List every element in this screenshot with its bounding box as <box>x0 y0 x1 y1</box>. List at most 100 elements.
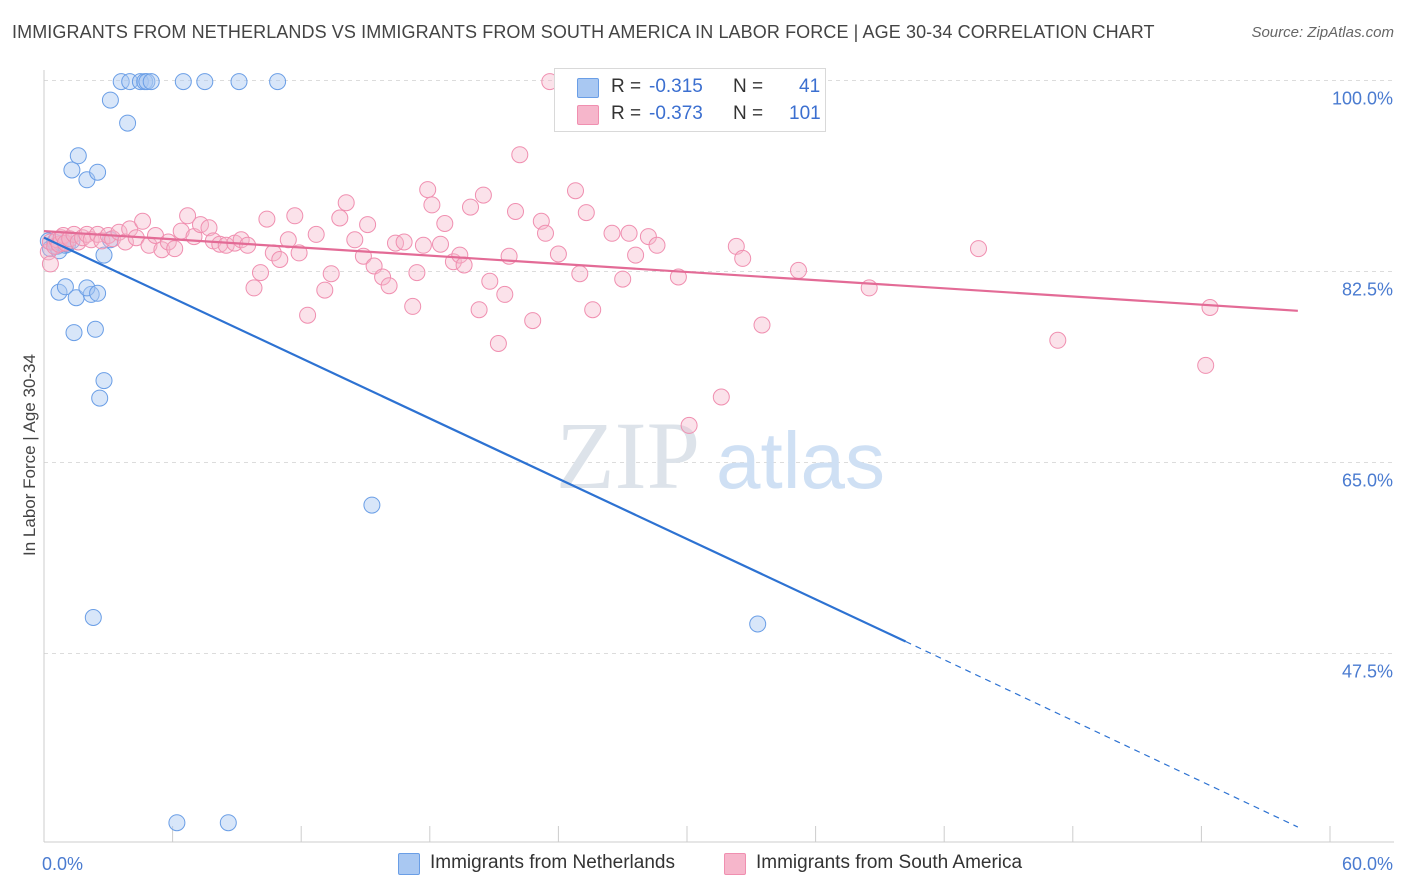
point-south-america <box>316 281 334 299</box>
watermark: ZIP atlas <box>556 402 885 509</box>
legend-r-value: -0.315 <box>649 76 703 97</box>
point-south-america <box>252 264 269 282</box>
point-south-america <box>286 207 304 225</box>
point-south-america <box>290 244 308 262</box>
point-south-america <box>346 231 364 249</box>
point-south-america <box>451 246 469 264</box>
bottom-legend-swatch-south-america <box>724 853 746 875</box>
point-south-america <box>712 388 730 406</box>
x-tick-label: 60.0% <box>1342 854 1393 874</box>
point-south-america <box>1197 356 1215 374</box>
point-south-america <box>669 268 687 286</box>
bottom-legend-label: Immigrants from South America <box>756 852 1023 873</box>
y-tick-label: 100.0% <box>1332 89 1393 109</box>
legend-swatch-netherlands <box>577 78 599 98</box>
point-south-america <box>614 270 632 288</box>
y-tick-label: 47.5% <box>1342 662 1393 682</box>
point-netherlands <box>174 73 192 91</box>
legend-r-value: -0.373 <box>649 103 703 124</box>
point-south-america <box>408 264 426 282</box>
point-south-america <box>470 301 488 319</box>
point-south-america <box>179 207 197 225</box>
point-south-america <box>489 335 507 352</box>
point-south-america <box>436 215 454 232</box>
watermark-atlas: atlas <box>716 416 885 505</box>
point-south-america <box>648 236 666 254</box>
point-south-america <box>496 285 514 303</box>
point-netherlands <box>63 161 81 179</box>
point-south-america <box>1049 331 1067 349</box>
point-south-america <box>380 277 398 295</box>
y-tick-label: 65.0% <box>1342 471 1393 491</box>
point-netherlands <box>168 814 186 832</box>
legend-n-label: N = <box>733 103 764 124</box>
legend-r-label: R = <box>611 76 642 97</box>
bottom-legend-swatch-netherlands <box>398 853 420 875</box>
point-netherlands <box>89 163 107 181</box>
point-south-america <box>462 198 479 216</box>
point-south-america <box>620 224 638 242</box>
source-credit: Source: ZipAtlas.com <box>1251 24 1394 41</box>
point-south-america <box>1201 299 1219 316</box>
point-south-america <box>577 204 595 222</box>
legend-n-value: 101 <box>789 103 821 124</box>
point-netherlands <box>78 279 96 297</box>
point-south-america <box>387 234 404 252</box>
point-south-america <box>359 216 377 234</box>
point-netherlands <box>138 73 156 91</box>
point-south-america <box>419 181 437 199</box>
point-south-america <box>279 231 297 249</box>
point-south-america <box>200 219 218 237</box>
point-south-america <box>507 203 524 220</box>
watermark-zip: ZIP <box>556 402 700 509</box>
point-south-america <box>567 182 584 200</box>
y-tick-label: 82.5% <box>1342 280 1393 300</box>
point-south-america <box>680 416 698 434</box>
x-tick-label: 0.0% <box>42 854 83 874</box>
point-south-america <box>331 209 349 227</box>
point-south-america <box>790 261 807 279</box>
point-netherlands <box>65 324 83 342</box>
bottom-legend-label: Immigrants from Netherlands <box>430 852 675 873</box>
point-south-america <box>211 235 229 253</box>
point-south-america <box>374 268 392 286</box>
legend: R = -0.315 N = 41 R = -0.373 N = 101 <box>554 68 826 132</box>
point-south-america <box>395 233 413 251</box>
point-south-america <box>166 240 184 258</box>
point-netherlands <box>363 496 381 514</box>
y-axis-label: In Labor Force | Age 30-34 <box>20 354 39 556</box>
point-netherlands <box>230 73 248 91</box>
point-south-america <box>753 316 771 334</box>
point-south-america <box>432 235 449 253</box>
point-netherlands <box>56 278 74 296</box>
x-tick-labels: 0.0% 60.0% <box>42 854 1393 874</box>
point-south-america <box>524 312 542 330</box>
point-south-america <box>322 265 340 283</box>
point-south-america <box>116 233 134 251</box>
point-netherlands <box>142 73 160 91</box>
point-south-america <box>627 246 645 264</box>
point-south-america <box>307 225 325 243</box>
point-netherlands <box>86 320 104 338</box>
point-south-america <box>337 194 355 212</box>
point-south-america <box>537 224 554 242</box>
point-south-america <box>511 146 529 164</box>
y-tick-labels: 100.0% 82.5% 65.0% 47.5% <box>1332 89 1393 682</box>
point-netherlands <box>91 389 109 407</box>
point-south-america <box>481 272 499 290</box>
point-south-america <box>603 224 621 242</box>
point-netherlands <box>219 814 237 832</box>
point-netherlands <box>84 609 102 626</box>
point-south-america <box>414 236 432 254</box>
grid-lines <box>44 80 1394 654</box>
point-south-america <box>404 297 422 315</box>
point-south-america <box>734 249 752 267</box>
point-netherlands <box>69 147 87 165</box>
point-south-america <box>970 240 987 258</box>
bottom-legend: Immigrants from Netherlands Immigrants f… <box>0 852 1406 878</box>
point-south-america <box>584 301 602 319</box>
point-south-america <box>455 256 473 274</box>
point-south-america <box>245 279 263 297</box>
point-south-america <box>571 265 589 283</box>
